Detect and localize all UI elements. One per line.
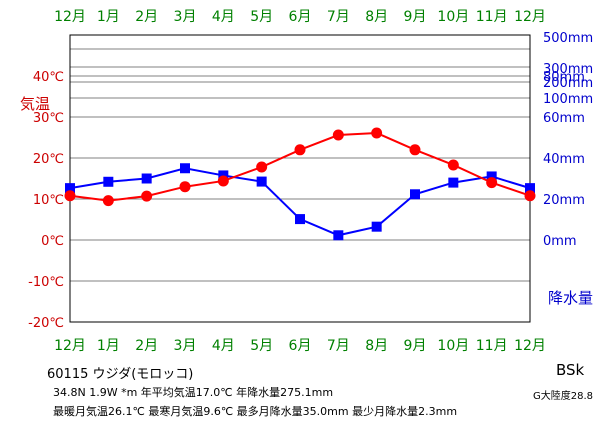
temperature-tick-label: 0℃ [41,234,64,249]
precipitation-tick-label: 0mm [543,234,577,249]
month-label-bottom: 10月 [437,338,469,354]
month-label-top: 6月 [289,9,312,25]
temperature-point [294,144,306,156]
month-label-bottom: 1月 [97,338,120,354]
temperature-series [64,127,536,207]
precipitation-point [333,230,344,241]
continentality-index: G大陸度28.8 [533,391,594,402]
grid [70,48,530,323]
temperature-point [486,177,498,189]
temperature-tick-labels: 40℃ 30℃ 20℃ 10℃ 0℃ -10℃ -20℃ [28,70,64,331]
temperature-tick-label: 40℃ [33,70,64,85]
month-label-top: 8月 [365,9,388,25]
month-label-bottom: 5月 [250,338,273,354]
station-extremes: 最暖月気温26.1℃ 最寒月気温9.6℃ 最多月降水量35.0mm 最少月降水量… [53,405,458,418]
month-label-bottom: 12月 [514,338,546,354]
temperature-point [217,175,229,187]
temperature-tick-label: -10℃ [28,275,64,290]
climate-code: BSk [556,361,585,379]
station-name: 60115 ウジダ(モロッコ) [47,367,194,382]
month-label-top: 12月 [514,9,546,25]
month-label-bottom: 2月 [135,338,158,354]
temperature-point [409,144,421,156]
month-label-bottom: 9月 [404,338,427,354]
precipitation-tick-label: 60mm [543,111,585,126]
precipitation-line [69,167,531,237]
precipitation-tick-label: 80mm [543,70,585,85]
precipitation-point [218,170,229,181]
precipitation-point [256,176,267,187]
precipitation-point [486,171,497,182]
month-label-top: 2月 [135,9,158,25]
precipitation-point [180,163,190,174]
temperature-line [69,131,531,202]
month-label-bottom: 3月 [174,338,197,354]
precipitation-point [295,214,305,225]
month-label-top: 11月 [476,9,508,25]
plot-frame [69,34,531,323]
precipitation-point [525,183,535,194]
temperature-point [524,190,536,202]
month-label-top: 4月 [212,9,235,25]
temperature-point [102,195,114,207]
precipitation-tick-label: 300mm [543,62,593,77]
month-labels-bottom: 12月 1月 2月 3月 4月 5月 6月 7月 8月 9月 10月 11月 12月 [54,338,546,354]
precipitation-point [371,221,382,232]
precipitation-tick-label: 40mm [543,152,585,167]
month-label-bottom: 7月 [327,338,350,354]
month-label-top: 3月 [174,9,197,25]
precipitation-point [141,173,152,184]
month-label-top: 10月 [437,9,469,25]
temperature-point [447,159,459,171]
month-label-bottom: 8月 [365,338,388,354]
month-label-top: 7月 [327,9,350,25]
temperature-point [256,161,268,173]
temperature-tick-label: -20℃ [28,316,64,331]
precipitation-tick-label: 200mm [543,76,593,91]
month-label-top: 9月 [404,9,427,25]
temperature-tick-label: 30℃ [33,111,64,126]
temperature-point [179,181,191,193]
temperature-axis-title: 気温 [20,95,50,113]
temperature-point [371,127,383,139]
month-label-bottom: 11月 [476,338,508,354]
precipitation-axis-title: 降水量 [548,289,593,307]
month-label-bottom: 6月 [289,338,312,354]
precipitation-point [65,183,75,194]
month-label-top: 1月 [97,9,120,25]
temperature-point [141,190,153,202]
month-label-top: 12月 [54,9,86,25]
month-label-bottom: 12月 [54,338,86,354]
precipitation-series [65,163,535,241]
precipitation-tick-label: 500mm [543,31,593,46]
precipitation-point [448,177,459,188]
month-label-top: 5月 [250,9,273,25]
temperature-point [332,129,344,141]
month-labels-top: 12月 1月 2月 3月 4月 5月 6月 7月 8月 9月 10月 11月 12月 [54,9,546,25]
month-label-bottom: 4月 [212,338,235,354]
precipitation-point [103,176,114,187]
precipitation-point [410,189,420,200]
precipitation-tick-label: 20mm [543,193,585,208]
station-summary: 34.8N 1.9W *m 年平均気温17.0℃ 年降水量275.1mm [53,386,334,399]
temperature-tick-label: 20℃ [33,152,64,167]
precipitation-tick-label: 100mm [543,92,593,107]
temperature-tick-label: 10℃ [33,193,64,208]
temperature-point [64,190,76,202]
